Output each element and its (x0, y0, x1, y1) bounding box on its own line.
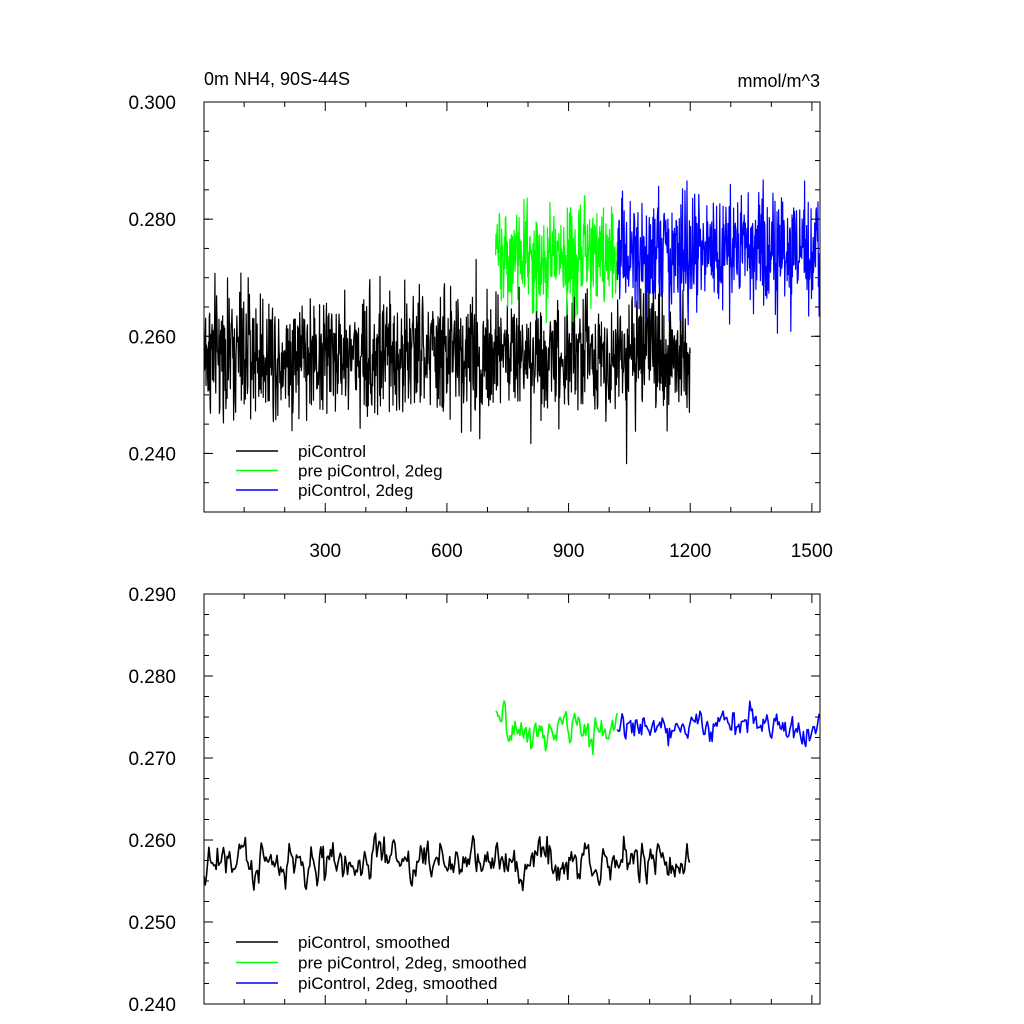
x-tick-label: 900 (553, 541, 585, 562)
x-tick-label: 1500 (791, 541, 833, 562)
bottom-panel: 0.240 0.250 0.260 0.270 0.280 0.290 piControl,… (128, 585, 821, 1016)
x-tick-label: 300 (309, 541, 341, 562)
legend-label: pre piControl, 2deg, smoothed (298, 954, 527, 973)
y-tick-label: 0.260 (128, 327, 176, 348)
y-tick-label: 0.280 (128, 210, 176, 231)
y-tick-label: 0.290 (128, 585, 176, 606)
top-panel: 0m NH4, 90S-44S mmol/m^3 0.240 0.260 0.280… (128, 69, 833, 562)
x-tick-label: 600 (431, 541, 463, 562)
legend-label: piControl (298, 442, 366, 461)
top-right-label: mmol/m^3 (738, 71, 820, 91)
y-tick-label: 0.240 (128, 995, 176, 1016)
top-left-label: 0m NH4, 90S-44S (204, 69, 350, 89)
series-line-1 (203, 832, 691, 892)
series-line-1 (203, 258, 691, 465)
legend-label: piControl, 2deg, smoothed (298, 974, 497, 993)
y-tick-label: 0.300 (128, 93, 176, 114)
series-line-2 (495, 700, 619, 756)
y-tick-label: 0.270 (128, 749, 176, 770)
y-tick-label: 0.280 (128, 667, 176, 688)
y-tick-label: 0.260 (128, 831, 176, 852)
y-tick-label: 0.240 (128, 444, 176, 465)
legend-label: piControl, 2deg (298, 481, 413, 500)
legend-label: pre piControl, 2deg (298, 462, 443, 481)
plot-frame (203, 593, 821, 1005)
series-line-2 (494, 195, 618, 324)
series-line-3 (616, 179, 821, 334)
y-tick-label: 0.250 (128, 913, 176, 934)
x-tick-label: 1200 (669, 541, 711, 562)
plot-frame (203, 101, 821, 513)
series-line-3 (616, 700, 820, 748)
legend-label: piControl, smoothed (298, 933, 450, 952)
